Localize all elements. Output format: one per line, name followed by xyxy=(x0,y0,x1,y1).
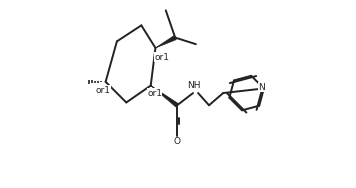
Text: NH: NH xyxy=(187,81,200,90)
Text: O: O xyxy=(174,137,180,146)
Text: N: N xyxy=(258,83,265,92)
Text: or1: or1 xyxy=(95,86,110,95)
Polygon shape xyxy=(156,36,176,48)
Text: or1: or1 xyxy=(147,89,162,98)
Polygon shape xyxy=(151,86,178,107)
Text: or1: or1 xyxy=(155,53,169,62)
